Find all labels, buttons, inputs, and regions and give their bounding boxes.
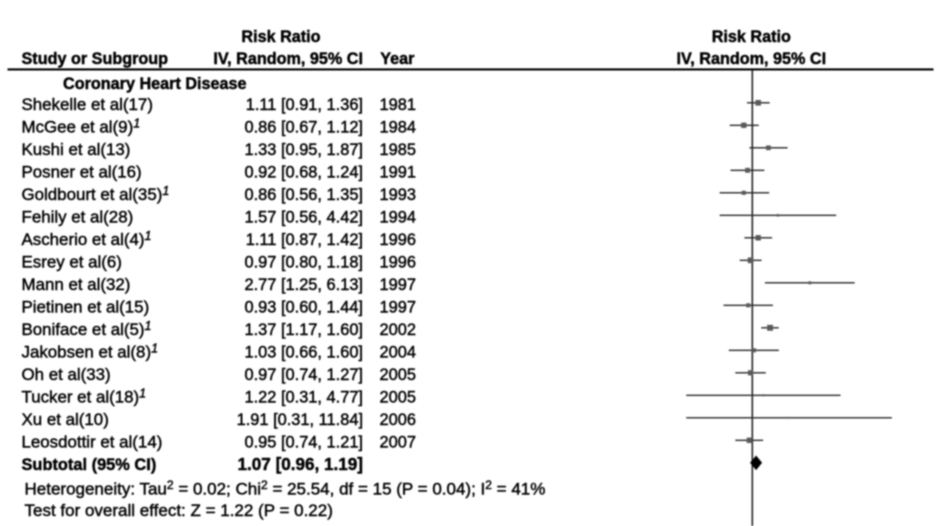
svg-text:Fehily et al(28): Fehily et al(28) — [22, 208, 134, 227]
svg-text:Risk Ratio: Risk Ratio — [241, 28, 320, 46]
svg-text:Xu et al(10): Xu et al(10) — [22, 410, 109, 429]
svg-text:1.33 [0.95, 1.87]: 1.33 [0.95, 1.87] — [245, 141, 363, 159]
svg-text:0.92 [0.68, 1.24]: 0.92 [0.68, 1.24] — [245, 164, 363, 182]
svg-text:Test for overall effect: Z = 1: Test for overall effect: Z = 1.22 (P = 0… — [25, 501, 333, 520]
svg-text:1.22 [0.31, 4.77]: 1.22 [0.31, 4.77] — [245, 389, 363, 407]
svg-text:1997: 1997 — [380, 299, 416, 317]
svg-text:Tucker et al(18)1: Tucker et al(18)1 — [22, 387, 147, 407]
svg-text:1.07 [0.96, 1.19]: 1.07 [0.96, 1.19] — [238, 455, 363, 474]
svg-text:1.37 [1.17, 1.60]: 1.37 [1.17, 1.60] — [245, 321, 363, 339]
svg-text:2004: 2004 — [380, 344, 416, 362]
svg-text:0.97 [0.74, 1.27]: 0.97 [0.74, 1.27] — [245, 366, 363, 384]
svg-text:Shekelle et al(17): Shekelle et al(17) — [22, 95, 153, 114]
svg-text:2006: 2006 — [380, 411, 416, 429]
svg-text:1.11 [0.87, 1.42]: 1.11 [0.87, 1.42] — [246, 231, 363, 249]
svg-text:1.11 [0.91, 1.36]: 1.11 [0.91, 1.36] — [246, 96, 363, 114]
svg-text:1996: 1996 — [380, 254, 416, 272]
svg-text:0.86 [0.56, 1.35]: 0.86 [0.56, 1.35] — [245, 186, 363, 204]
svg-text:0.95 [0.74, 1.21]: 0.95 [0.74, 1.21] — [245, 434, 363, 452]
svg-text:1994: 1994 — [380, 209, 416, 227]
svg-text:2007: 2007 — [380, 434, 416, 452]
svg-text:0.93 [0.60, 1.44]: 0.93 [0.60, 1.44] — [245, 299, 363, 317]
svg-text:Coronary Heart Disease: Coronary Heart Disease — [63, 75, 247, 93]
svg-text:2005: 2005 — [380, 366, 416, 384]
svg-text:Boniface et al(5)1: Boniface et al(5)1 — [22, 319, 152, 339]
svg-text:Mann et al(32): Mann et al(32) — [22, 275, 131, 294]
svg-text:Pietinen et al(15): Pietinen et al(15) — [22, 298, 150, 317]
svg-text:Heterogeneity: Tau2 = 0.02; Ch: Heterogeneity: Tau2 = 0.02; Chi2 = 25.54… — [25, 478, 546, 499]
svg-text:1984: 1984 — [380, 119, 416, 137]
svg-text:2.77 [1.25, 6.13]: 2.77 [1.25, 6.13] — [245, 276, 363, 294]
svg-text:IV, Random, 95% CI: IV, Random, 95% CI — [676, 50, 826, 68]
svg-text:1997: 1997 — [380, 276, 416, 294]
svg-text:1.03 [0.66, 1.60]: 1.03 [0.66, 1.60] — [245, 344, 363, 362]
svg-text:Jakobsen et al(8)1: Jakobsen et al(8)1 — [22, 342, 159, 362]
svg-text:Study or Subgroup: Study or Subgroup — [22, 50, 169, 68]
svg-text:Oh et al(33): Oh et al(33) — [22, 365, 111, 384]
svg-text:Year: Year — [380, 50, 415, 68]
svg-text:Leosdottir et al(14): Leosdottir et al(14) — [22, 433, 163, 452]
svg-text:Ascherio et al(4)1: Ascherio et al(4)1 — [22, 229, 152, 249]
svg-text:1.91 [0.31, 11.84]: 1.91 [0.31, 11.84] — [237, 411, 363, 429]
svg-text:McGee et al(9)1: McGee et al(9)1 — [22, 117, 141, 137]
svg-text:2005: 2005 — [380, 389, 416, 407]
svg-text:Subtotal (95% CI): Subtotal (95% CI) — [22, 456, 157, 474]
svg-text:2002: 2002 — [380, 321, 416, 339]
svg-text:1993: 1993 — [380, 186, 416, 204]
svg-text:1981: 1981 — [380, 96, 416, 114]
svg-text:Posner et al(16): Posner et al(16) — [22, 163, 142, 182]
svg-text:1.57 [0.56, 4.42]: 1.57 [0.56, 4.42] — [245, 209, 363, 227]
svg-text:1991: 1991 — [380, 164, 416, 182]
svg-text:Goldbourt et al(35)1: Goldbourt et al(35)1 — [22, 184, 170, 204]
svg-text:1985: 1985 — [380, 141, 416, 159]
svg-text:0.97 [0.80, 1.18]: 0.97 [0.80, 1.18] — [245, 254, 363, 272]
svg-text:IV, Random, 95% CI: IV, Random, 95% CI — [213, 50, 363, 68]
svg-text:0.86 [0.67, 1.12]: 0.86 [0.67, 1.12] — [245, 119, 363, 137]
svg-text:1996: 1996 — [380, 231, 416, 249]
svg-text:Risk Ratio: Risk Ratio — [712, 28, 791, 46]
svg-text:Esrey et al(6): Esrey et al(6) — [22, 253, 122, 272]
svg-text:Kushi et al(13): Kushi et al(13) — [22, 140, 131, 159]
